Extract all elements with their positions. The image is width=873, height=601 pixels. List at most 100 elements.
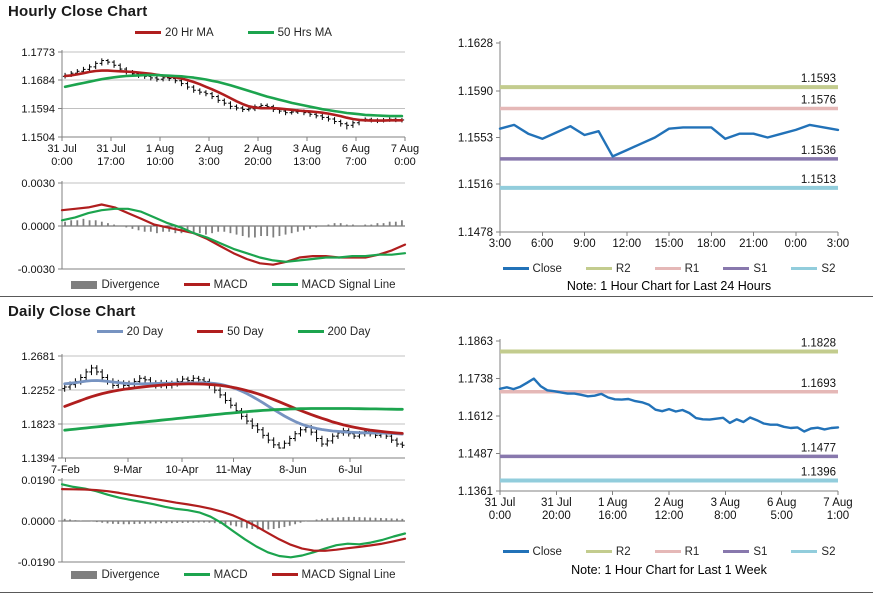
legend-label: MACD Signal Line: [301, 568, 396, 581]
svg-text:6 Aug: 6 Aug: [767, 497, 796, 509]
svg-text:31 Jul: 31 Jul: [96, 143, 125, 155]
legend-line-swatch: [271, 573, 298, 576]
legend-line-swatch: [502, 550, 529, 553]
hourly-chart-note: Note: 1 Hour Chart for Last 24 Hours: [566, 279, 772, 293]
legend-label: 20 Hr MA: [165, 26, 214, 39]
legend-label: 200 Day: [327, 325, 371, 338]
legend-item-divergence: Divergence: [71, 279, 160, 291]
svg-text:1.1361: 1.1361: [458, 486, 493, 498]
legend-label: 20 Day: [126, 325, 164, 338]
legend-label: S1: [753, 545, 768, 558]
svg-text:1.1593: 1.1593: [801, 73, 836, 85]
legend-item-macd-signal-line: MACD Signal Line: [271, 278, 396, 291]
svg-text:1.1773: 1.1773: [21, 47, 55, 59]
legend-item-macd: MACD: [183, 278, 248, 291]
hourly-macd-chart: 0.0030 0.0000 -0.0030: [18, 178, 407, 276]
svg-text:1:00: 1:00: [827, 510, 849, 522]
svg-text:6-Jul: 6-Jul: [338, 464, 362, 476]
svg-text:31 Jul: 31 Jul: [541, 497, 572, 509]
legend-line-swatch: [791, 267, 818, 270]
legend-label: 50 Day: [227, 325, 264, 338]
legend-item-macd-signal-line: MACD Signal Line: [271, 568, 396, 581]
legend-label: S2: [821, 262, 836, 275]
hourly-section-title: Hourly Close Chart: [8, 3, 148, 20]
svg-text:15:00: 15:00: [655, 238, 684, 250]
svg-text:1.1738: 1.1738: [458, 373, 493, 385]
svg-text:1.1594: 1.1594: [21, 104, 55, 116]
legend-line-swatch: [654, 550, 681, 553]
svg-text:1.1513: 1.1513: [801, 174, 836, 186]
legend-line-swatch: [96, 330, 123, 333]
svg-text:1.1576: 1.1576: [801, 95, 836, 107]
legend-item-50-day: 50 Day: [197, 325, 264, 338]
svg-text:-0.0190: -0.0190: [18, 557, 55, 569]
svg-text:7:00: 7:00: [345, 156, 366, 168]
svg-text:6:00: 6:00: [531, 238, 553, 250]
legend-label: R2: [615, 545, 631, 558]
legend-item-s1: S1: [723, 546, 767, 558]
svg-text:16:00: 16:00: [598, 510, 627, 522]
svg-text:6 Aug: 6 Aug: [342, 143, 370, 155]
legend-line-swatch: [271, 283, 298, 286]
svg-text:10:00: 10:00: [146, 156, 174, 168]
daily-section-title: Daily Close Chart: [8, 303, 136, 320]
svg-text:8-Jun: 8-Jun: [279, 464, 307, 476]
daily-macd-legend: Divergence MACD MACD Signal Line: [62, 567, 405, 582]
svg-text:0:00: 0:00: [51, 156, 72, 168]
hourly-price-legend: 20 Hr MA 50 Hrs MA: [62, 25, 405, 40]
svg-text:1.1684: 1.1684: [21, 75, 55, 87]
svg-text:0:00: 0:00: [394, 156, 415, 168]
legend-block-swatch: [71, 570, 98, 579]
weekly-chart-note: Note: 1 Hour Chart for Last 1 Week: [571, 563, 767, 577]
legend-label: R1: [684, 545, 700, 558]
svg-text:5:00: 5:00: [770, 510, 792, 522]
legend-label: Divergence: [101, 568, 160, 581]
svg-text:21:00: 21:00: [739, 238, 768, 250]
legend-item-r1: R1: [654, 262, 700, 275]
bottom-divider: [0, 592, 873, 593]
svg-text:0.0000: 0.0000: [21, 221, 55, 233]
legend-label: R1: [684, 262, 700, 275]
legend-line-swatch: [585, 267, 612, 270]
svg-text:1.1828: 1.1828: [801, 337, 836, 349]
legend-label: MACD: [213, 278, 248, 291]
legend-label: MACD Signal Line: [301, 278, 396, 291]
svg-text:1.2252: 1.2252: [21, 385, 55, 397]
svg-text:1.1477: 1.1477: [801, 442, 836, 454]
svg-text:31 Jul: 31 Jul: [47, 143, 76, 155]
svg-text:10-Apr: 10-Apr: [166, 464, 199, 476]
svg-text:0:00: 0:00: [489, 510, 511, 522]
svg-text:1.1553: 1.1553: [458, 133, 493, 145]
svg-text:3 Aug: 3 Aug: [711, 497, 740, 509]
legend-line-swatch: [791, 550, 818, 553]
svg-text:13:00: 13:00: [293, 156, 321, 168]
legend-item-20-day: 20 Day: [96, 325, 164, 338]
svg-text:3 Aug: 3 Aug: [293, 143, 321, 155]
legend-block-swatch: [71, 280, 98, 289]
legend-line-swatch: [297, 330, 324, 333]
legend-line-swatch: [135, 31, 162, 34]
svg-text:-0.0030: -0.0030: [18, 264, 55, 276]
daily-price-legend: 20 Day 50 Day 200 Day: [62, 324, 405, 339]
legend-item-close: Close: [502, 263, 562, 275]
svg-text:1.1516: 1.1516: [458, 179, 493, 191]
legend-item-200-day: 200 Day: [297, 325, 371, 338]
legend-line-swatch: [183, 573, 210, 576]
svg-text:1.1394: 1.1394: [21, 453, 55, 465]
legend-line-swatch: [197, 330, 224, 333]
legend-label: S1: [753, 262, 768, 275]
legend-item-r2: R2: [585, 263, 631, 275]
svg-text:3:00: 3:00: [489, 238, 511, 250]
svg-text:1.1504: 1.1504: [21, 132, 55, 144]
svg-text:17:00: 17:00: [97, 156, 125, 168]
svg-text:12:00: 12:00: [655, 510, 684, 522]
legend-item-divergence: Divergence: [71, 568, 160, 581]
legend-item-r1: R1: [654, 545, 700, 558]
legend-item-20-hr-ma: 20 Hr MA: [135, 27, 214, 39]
legend-item-s1: S1: [723, 263, 767, 275]
svg-text:1.1590: 1.1590: [458, 86, 493, 98]
